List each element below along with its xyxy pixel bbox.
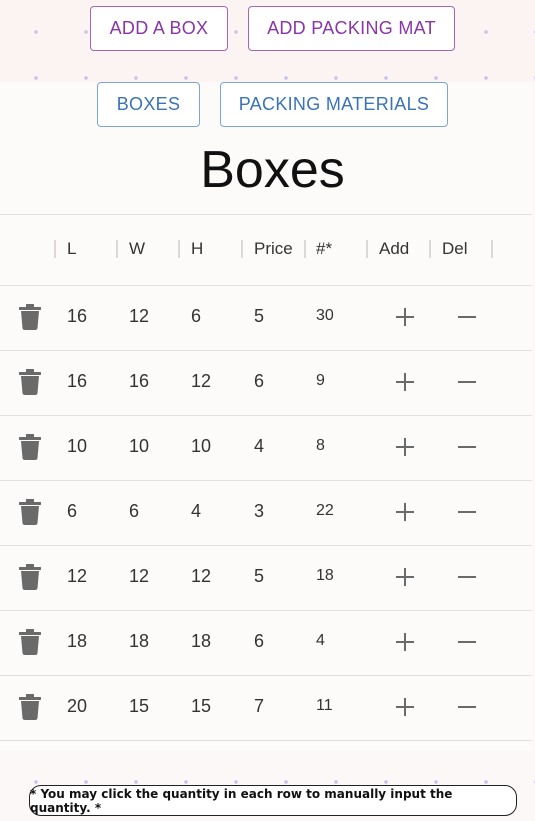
column-header-delete: Del: [442, 239, 468, 258]
price-cell: 5: [254, 305, 265, 326]
column-header-quantity: #*: [316, 239, 333, 258]
height-cell: 12: [191, 565, 212, 586]
add-packing-mat-button[interactable]: ADD PACKING MAT: [248, 6, 455, 51]
length-cell: 16: [67, 305, 88, 326]
row-divider: [0, 415, 532, 416]
plus-icon[interactable]: [395, 632, 415, 652]
column-separator: [491, 240, 493, 258]
quantity-cell[interactable]: 22: [316, 502, 334, 519]
length-cell: 12: [67, 565, 88, 586]
plus-icon[interactable]: [395, 567, 415, 587]
column-separator: [241, 240, 243, 258]
width-cell: 10: [129, 435, 150, 456]
price-cell: 6: [254, 630, 265, 651]
quantity-cell[interactable]: 8: [316, 437, 325, 454]
width-cell: 16: [129, 370, 150, 391]
column-header-height: H: [191, 239, 204, 258]
quantity-cell[interactable]: 4: [316, 632, 325, 649]
minus-icon[interactable]: [457, 567, 477, 587]
width-cell: 12: [129, 305, 150, 326]
quantity-cell[interactable]: 18: [316, 567, 334, 584]
trash-icon[interactable]: [19, 564, 41, 590]
packing-materials-tab-button[interactable]: PACKING MATERIALS: [220, 82, 448, 127]
length-cell: 16: [67, 370, 88, 391]
width-cell: 12: [129, 565, 150, 586]
row-divider: [0, 350, 532, 351]
price-cell: 7: [254, 695, 265, 716]
minus-icon[interactable]: [457, 437, 477, 457]
decorative-dots: [0, 777, 535, 787]
price-cell: 5: [254, 565, 265, 586]
plus-icon[interactable]: [395, 502, 415, 522]
plus-icon[interactable]: [395, 307, 415, 327]
minus-icon[interactable]: [457, 372, 477, 392]
column-header-width: W: [129, 239, 146, 258]
plus-icon[interactable]: [395, 437, 415, 457]
trash-icon[interactable]: [19, 304, 41, 330]
column-separator: [54, 240, 56, 258]
column-separator: [304, 240, 306, 258]
minus-icon[interactable]: [457, 697, 477, 717]
quantity-cell[interactable]: 30: [316, 307, 334, 324]
column-header-price: Price: [254, 239, 293, 258]
width-cell: 18: [129, 630, 150, 651]
price-cell: 3: [254, 500, 265, 521]
row-divider: [0, 285, 532, 286]
boxes-tab-button[interactable]: BOXES: [97, 82, 200, 127]
row-divider: [0, 480, 532, 481]
page-title: Boxes: [200, 141, 345, 199]
column-separator: [116, 240, 118, 258]
quantity-cell[interactable]: 9: [316, 372, 325, 389]
height-cell: 18: [191, 630, 212, 651]
price-cell: 6: [254, 370, 265, 391]
length-cell: 18: [67, 630, 88, 651]
plus-icon[interactable]: [395, 372, 415, 392]
length-cell: 6: [67, 500, 78, 521]
length-cell: 20: [67, 695, 88, 716]
plus-icon[interactable]: [395, 697, 415, 717]
add-box-button[interactable]: ADD A BOX: [90, 6, 228, 51]
minus-icon[interactable]: [457, 307, 477, 327]
column-separator: [429, 240, 431, 258]
height-cell: 6: [191, 305, 202, 326]
column-header-add: Add: [379, 239, 410, 258]
column-separator: [178, 240, 180, 258]
height-cell: 4: [191, 500, 202, 521]
width-cell: 15: [129, 695, 150, 716]
height-cell: 15: [191, 695, 212, 716]
trash-icon[interactable]: [19, 694, 41, 720]
quantity-cell[interactable]: 11: [316, 697, 333, 714]
row-divider: [0, 610, 532, 611]
boxes-panel: [0, 82, 532, 750]
row-divider: [0, 675, 532, 676]
column-header-length: L: [67, 239, 77, 258]
minus-icon[interactable]: [457, 632, 477, 652]
length-cell: 10: [67, 435, 88, 456]
trash-icon[interactable]: [19, 434, 41, 460]
width-cell: 6: [129, 500, 140, 521]
row-divider: [0, 545, 532, 546]
column-separator: [366, 240, 368, 258]
table-top-divider: [0, 214, 532, 215]
row-divider: [0, 740, 532, 741]
price-cell: 4: [254, 435, 265, 456]
trash-icon[interactable]: [19, 629, 41, 655]
decorative-dots: [0, 73, 535, 83]
trash-icon[interactable]: [19, 369, 41, 395]
height-cell: 10: [191, 435, 212, 456]
quantity-help-note: * You may click the quantity in each row…: [29, 785, 517, 816]
trash-icon[interactable]: [19, 499, 41, 525]
height-cell: 12: [191, 370, 212, 391]
minus-icon[interactable]: [457, 502, 477, 522]
